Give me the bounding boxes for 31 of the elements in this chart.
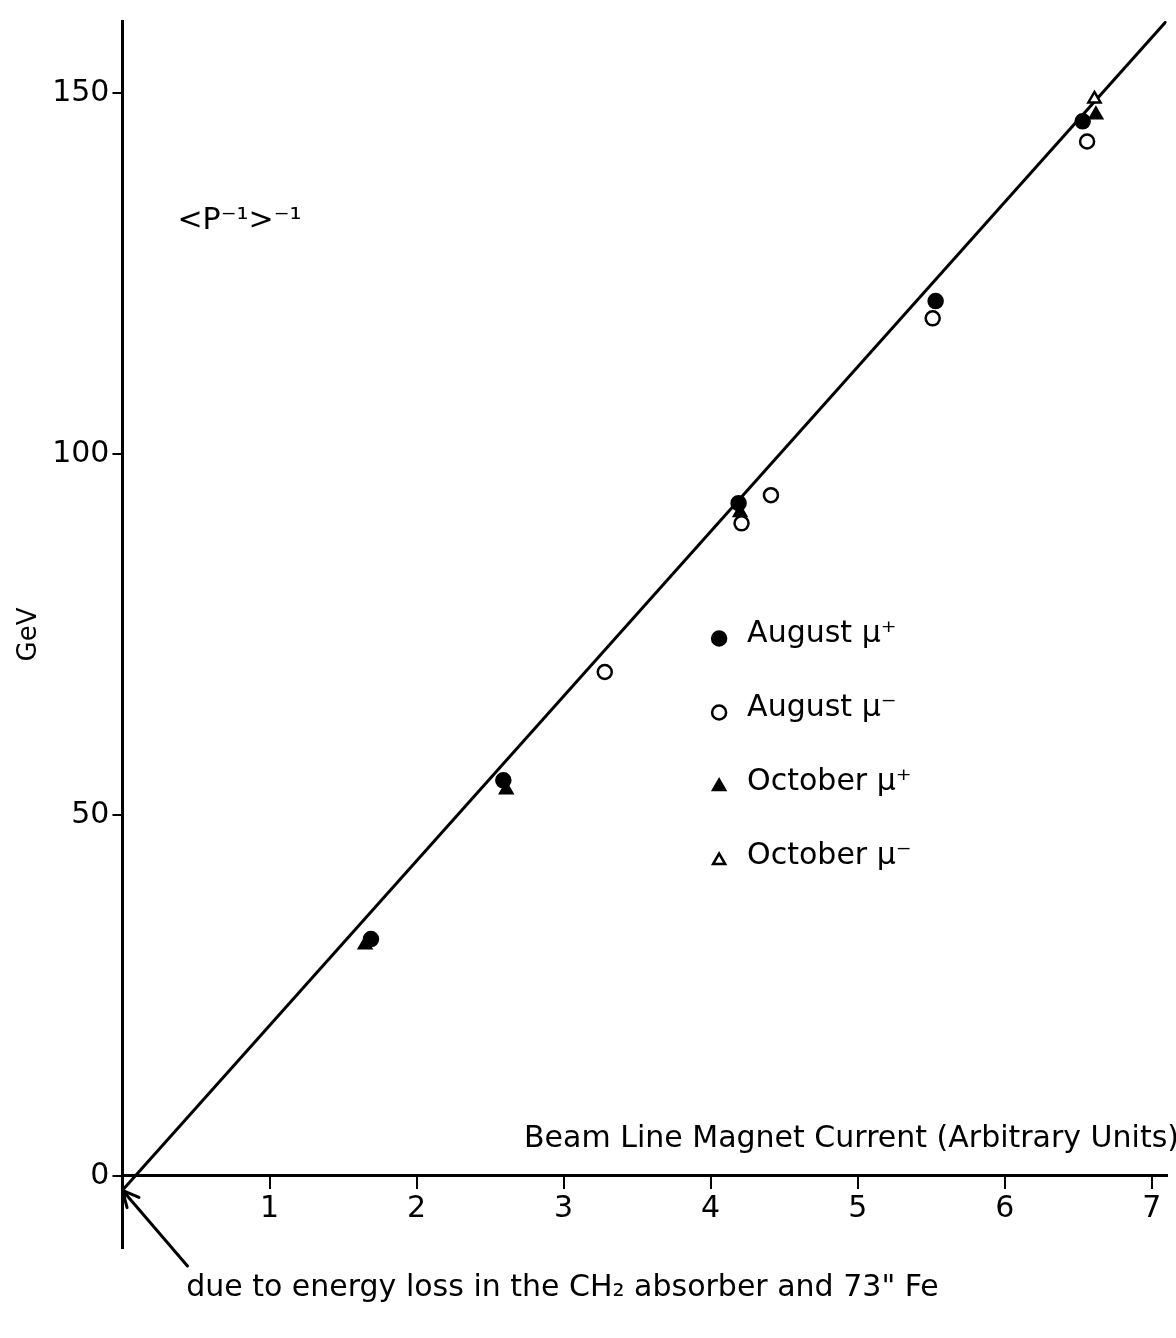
point bbox=[596, 663, 614, 681]
y-tick-label: 150 bbox=[52, 72, 110, 108]
y-tick-label: 50 bbox=[71, 794, 110, 830]
y-axis-title: GeV bbox=[12, 607, 43, 662]
point bbox=[924, 310, 941, 327]
x-tick-label: 3 bbox=[554, 1188, 574, 1224]
point bbox=[1087, 90, 1102, 104]
legend-label: October μ⁻ bbox=[747, 836, 912, 872]
point bbox=[730, 494, 747, 512]
legend-label: October μ⁺ bbox=[747, 762, 912, 798]
x-tick-label: 6 bbox=[995, 1188, 1015, 1224]
legend-label: August μ⁻ bbox=[747, 688, 897, 724]
x-tick-label: 4 bbox=[701, 1188, 721, 1224]
point bbox=[733, 515, 750, 532]
x-tick-label: 2 bbox=[407, 1188, 427, 1224]
annotation: due to energy loss in the CH₂ absorber and 73" Fe bbox=[186, 1267, 939, 1303]
x-tick-label: 7 bbox=[1142, 1188, 1162, 1224]
point bbox=[1078, 133, 1096, 150]
point bbox=[927, 292, 944, 310]
x-tick-label: 1 bbox=[259, 1188, 280, 1224]
point bbox=[495, 772, 512, 789]
y-tick-label: 100 bbox=[52, 433, 110, 469]
legend-label: August μ⁺ bbox=[747, 614, 897, 650]
annotation: <P⁻¹>⁻¹ bbox=[177, 200, 302, 236]
y-tick-label: 0 bbox=[90, 1155, 110, 1191]
x-axis-title: Beam Line Magnet Current (Arbitrary Units) bbox=[524, 1118, 1176, 1154]
point bbox=[362, 930, 380, 948]
x-tick-label: 5 bbox=[848, 1188, 868, 1224]
point bbox=[1088, 106, 1104, 120]
point bbox=[762, 486, 780, 504]
point bbox=[1074, 113, 1091, 130]
